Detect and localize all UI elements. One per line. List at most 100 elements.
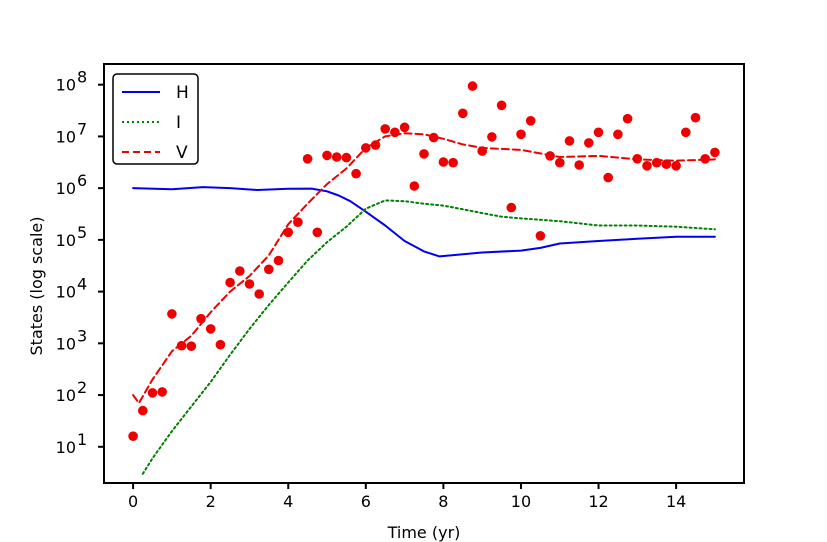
data-point [681,127,691,138]
data-point [535,231,546,241]
series-line-i [141,199,716,475]
data-point [651,157,662,168]
legend-label-h: H [176,83,189,103]
data-point [331,152,342,162]
data-point [176,340,187,351]
data-point [215,339,226,350]
data-point [496,100,507,111]
data-point [205,324,216,334]
data-point [147,388,158,398]
plot-border [103,63,745,484]
x-tick-label: 2 [206,492,216,511]
y-tick-label: 10 [56,283,76,302]
y-tick-label: 10 [56,438,76,457]
data-point [661,159,672,169]
data-point [545,151,555,161]
data-point [341,152,352,163]
data-point [642,161,652,171]
data-point [409,181,420,191]
data-point [458,108,468,119]
data-point [225,277,235,288]
data-point [370,140,381,150]
data-point [351,168,361,179]
series-line-v [132,132,716,405]
y-axis-label: States (log scale) [27,217,46,356]
y-tick-label: 10 [56,386,76,405]
data-point [157,387,167,397]
legend-box [112,73,199,165]
data-point [710,147,720,158]
data-point [167,309,177,319]
data-point [361,143,371,153]
x-tick-label: 12 [588,492,608,511]
y-tick-exponent: 4 [77,275,87,294]
data-point [690,112,701,123]
data-point [293,217,303,227]
data-point [196,313,206,324]
series-layer [132,132,716,475]
y-tick-exponent: 5 [77,223,87,242]
data-point [128,431,138,442]
data-point [700,154,710,164]
x-axis-label: Time (yr) [387,523,461,542]
data-point [593,127,604,138]
x-tick-label: 10 [511,492,531,511]
data-point [525,116,536,126]
data-point [564,136,575,146]
data-point [264,264,274,275]
data-point [283,227,294,238]
data-point [428,132,439,143]
data-point [487,132,497,142]
data-point [584,138,594,148]
data-point [302,154,313,164]
data-point [235,266,245,276]
data-point [506,202,517,213]
data-point [380,124,391,134]
x-tick-label: 0 [128,492,138,511]
data-point [419,149,429,159]
data-point [516,129,526,140]
data-point [613,129,623,140]
data-point [467,81,478,91]
data-point [244,279,255,289]
y-tick-label: 10 [56,179,76,198]
data-point [322,150,332,161]
data-point [632,154,643,164]
plot-frame [103,63,745,484]
data-point [448,157,458,168]
y-tick-exponent: 2 [77,378,87,397]
data-point [622,113,633,124]
data-point [555,157,565,168]
y-tick-exponent: 6 [77,171,87,190]
data-point [603,172,613,183]
data-point [574,160,584,170]
y-tick-label: 10 [56,127,76,146]
data-point [186,341,197,352]
legend: HIV [112,73,199,165]
data-point [399,122,410,133]
x-tick-label: 4 [283,492,293,511]
x-tick-label: 8 [438,492,448,511]
y-tick-exponent: 3 [77,326,87,345]
x-tick-label: 14 [666,492,686,511]
y-tick-label: 10 [56,334,76,353]
data-point [438,157,449,167]
y-tick-exponent: 1 [77,430,87,449]
scatter-layer [128,81,720,442]
y-tick-exponent: 8 [77,68,87,87]
data-point [671,161,681,171]
y-tick-label: 10 [56,76,76,95]
data-point [390,127,400,138]
x-tick-label: 6 [361,492,371,511]
series-line-h [132,186,716,258]
data-point [273,255,284,266]
y-tick-exponent: 7 [77,119,87,138]
data-point [312,227,323,238]
legend-label-i: I [176,113,181,133]
legend-label-v: V [176,143,188,163]
y-tick-label: 10 [56,231,76,250]
data-point [254,289,264,299]
